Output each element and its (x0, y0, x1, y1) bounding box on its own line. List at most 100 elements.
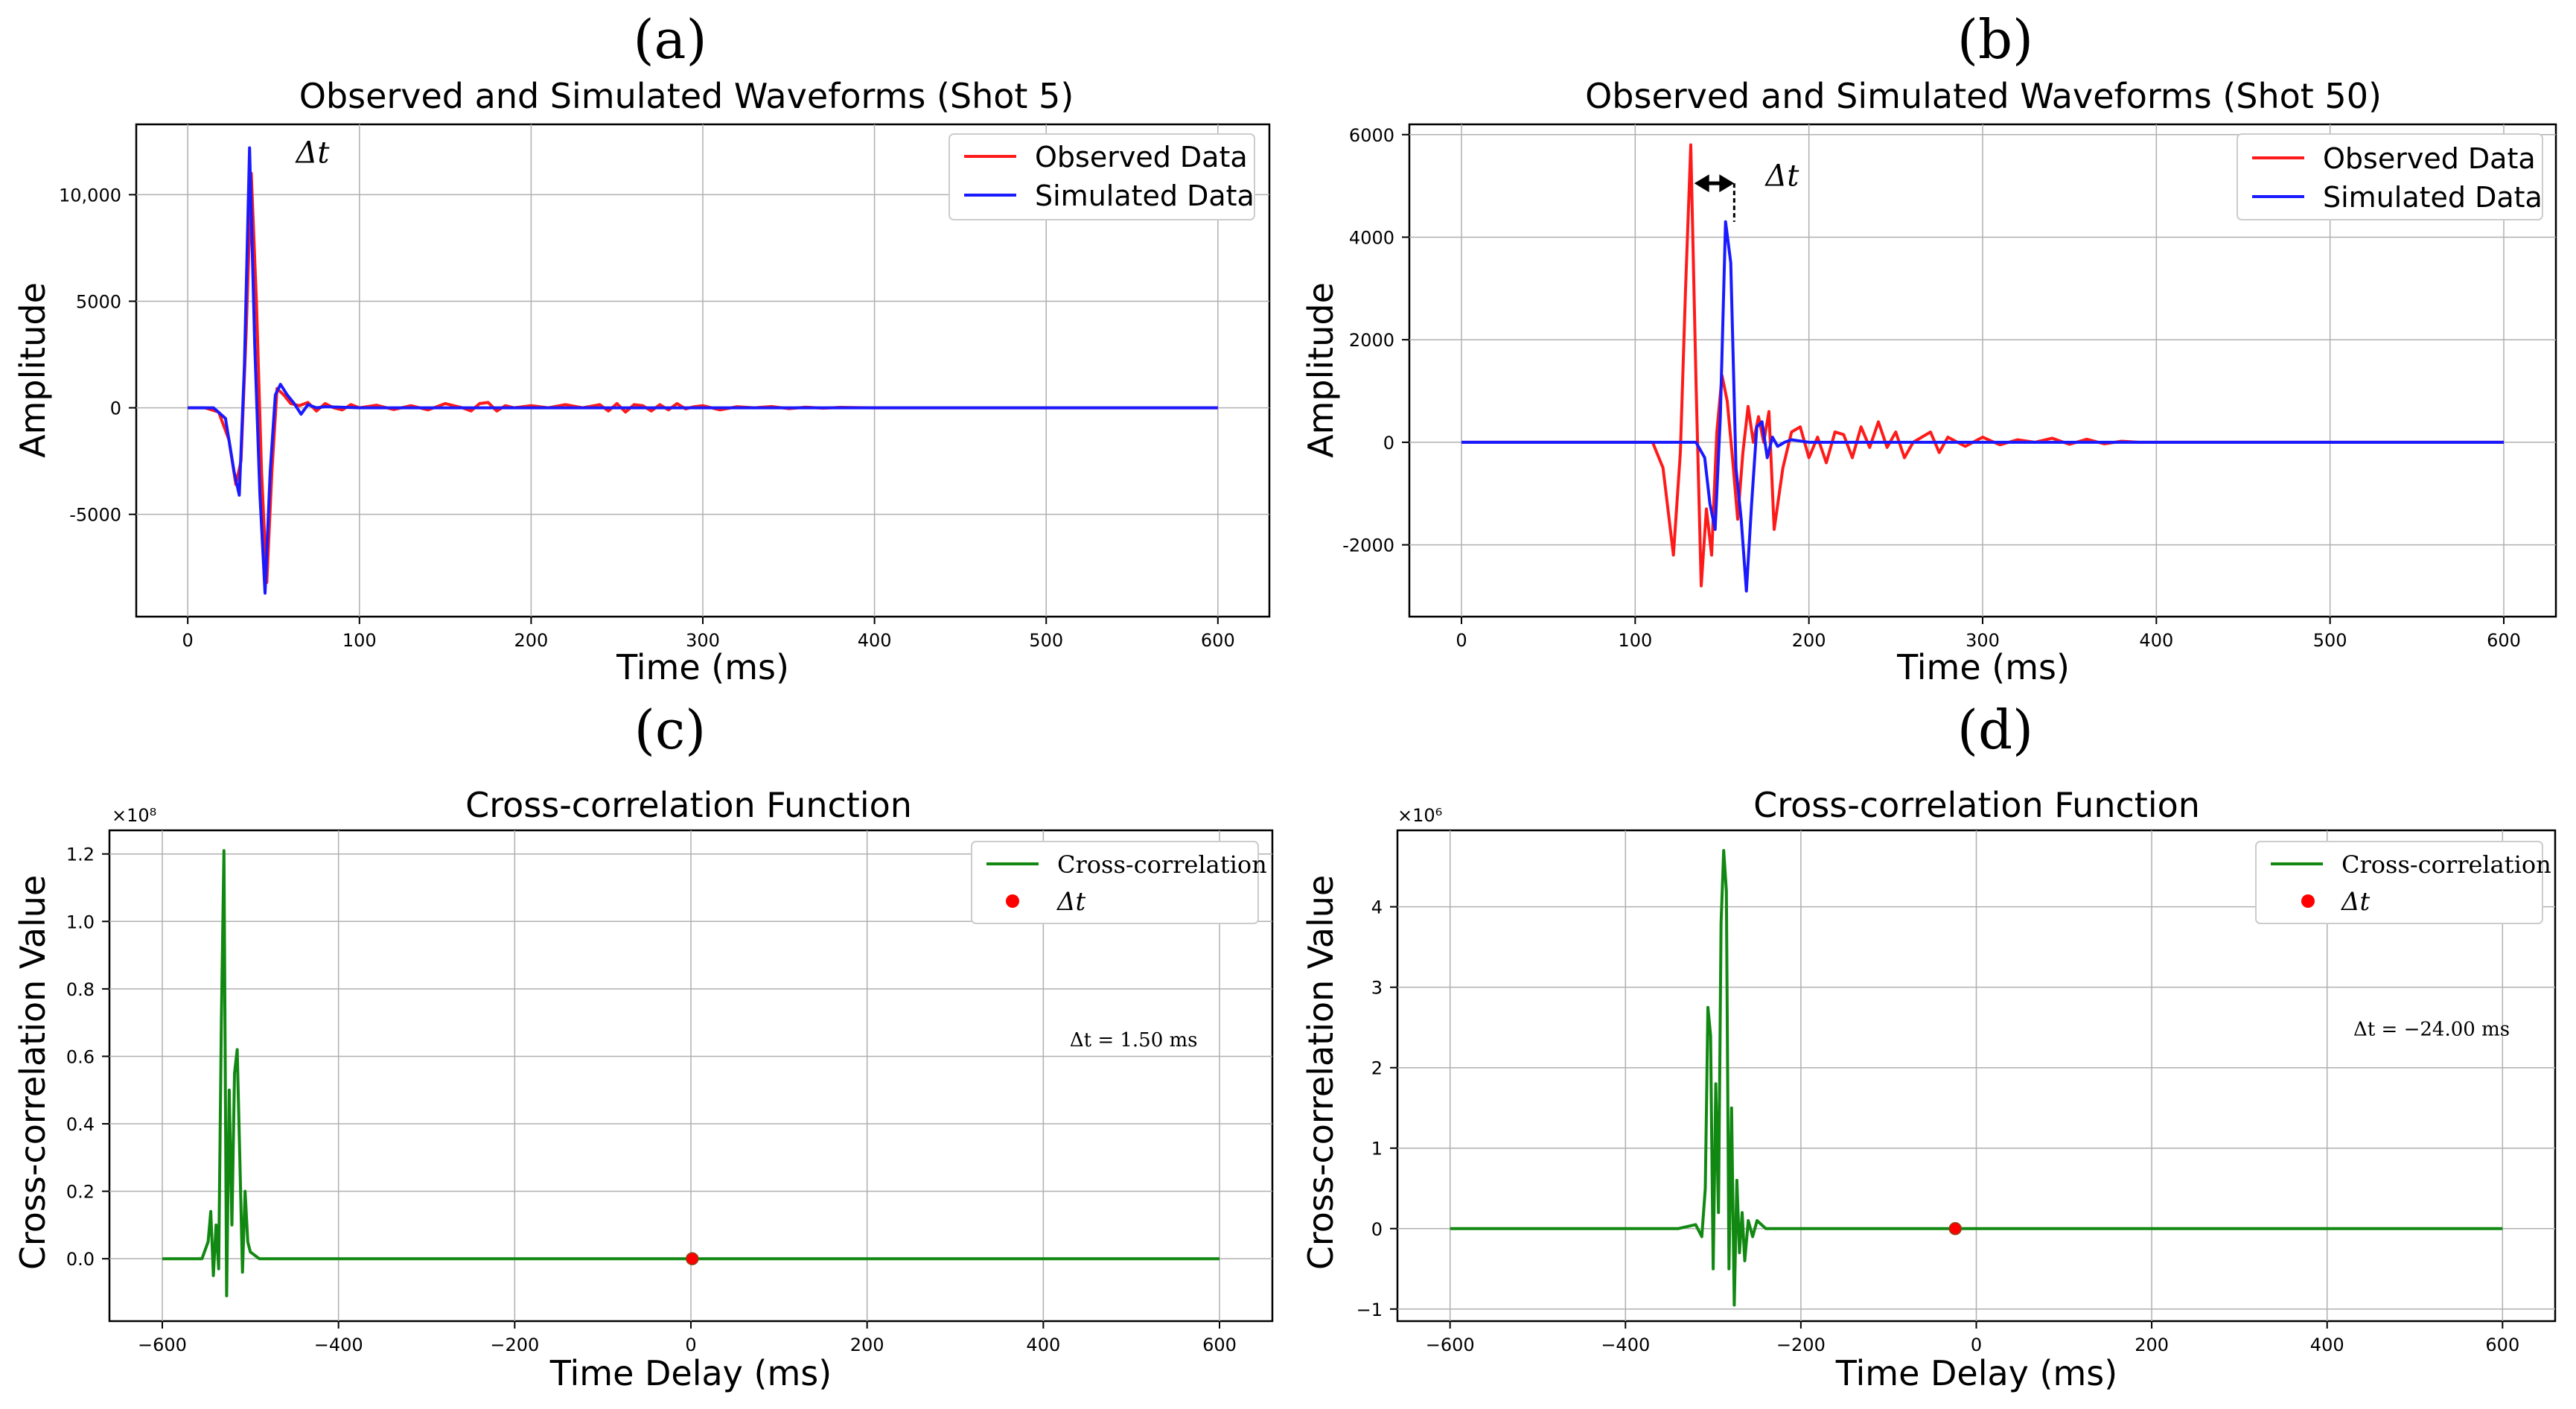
panel-d-legend-cross-correlation-label: Cross-correlation (2341, 850, 2551, 879)
x-tick-label: 400 (1026, 1335, 1060, 1355)
panel-d-x-ticks: −600 −400 −200 0 200 400 600 (1426, 1321, 2519, 1355)
panel-a-title: Observed and Simulated Waveforms (Shot 5… (299, 76, 1074, 116)
panel-c-y-ticks: 0.0 0.2 0.4 0.6 0.8 1.0 1.2 (66, 845, 109, 1270)
x-tick-label: 200 (1792, 630, 1826, 651)
panel-a-y-axis-label: Amplitude (13, 282, 53, 458)
x-tick-label: 100 (342, 630, 377, 651)
x-tick-label: −200 (1776, 1335, 1826, 1355)
panel-b-legend: Observed Data Simulated Data (2237, 133, 2543, 220)
x-tick-label: 500 (1029, 630, 1063, 651)
panel-c-series (162, 849, 1220, 1297)
x-tick-label: 400 (2310, 1335, 2344, 1355)
y-tick-label: 0.4 (66, 1114, 95, 1135)
y-tick-label: 3 (1371, 978, 1383, 999)
panel-a-y-ticks: -5000 0 5000 10,000 (59, 185, 136, 526)
x-tick-label: −600 (1426, 1335, 1475, 1355)
x-tick-label: 300 (686, 630, 720, 651)
panel-a-legend-simulated-label: Simulated Data (1035, 179, 1254, 212)
panel-d-delta-t-annotation: Δt = −24.00 ms (2353, 1018, 2510, 1040)
panel-c-legend-cross-correlation-label: Cross-correlation (1057, 850, 1267, 879)
panel-a-series (188, 146, 1218, 595)
y-tick-label: -2000 (1342, 535, 1394, 556)
x-tick-label: 0 (182, 630, 194, 651)
panel-c-title: Cross-correlation Function (465, 785, 912, 825)
y-tick-label: 2000 (1349, 330, 1394, 351)
x-tick-label: 200 (514, 630, 548, 651)
x-tick-label: 0 (1971, 1335, 1982, 1355)
y-tick-label: 1 (1371, 1139, 1383, 1160)
panel-c-label: (c) (634, 699, 707, 761)
panel-b-x-axis-label: Time (ms) (1896, 647, 2070, 687)
panel-b-legend-box (2237, 133, 2543, 220)
panel-b-x-ticks: 0 100 200 300 400 500 600 (1456, 617, 2521, 651)
y-tick-label: 4000 (1349, 227, 1394, 248)
x-tick-label: 0 (1456, 630, 1467, 651)
panel-b-title: Observed and Simulated Waveforms (Shot 5… (1585, 76, 2382, 116)
panel-d-x-axis-label: Time Delay (ms) (1835, 1353, 2117, 1393)
y-tick-label: 0 (1371, 1219, 1383, 1240)
y-tick-label: 0 (110, 398, 121, 419)
panel-a: (a) Observed and Simulated Waveforms (Sh… (13, 8, 1271, 687)
x-tick-label: 600 (1202, 1335, 1237, 1355)
x-tick-label: 0 (685, 1335, 696, 1355)
panel-d-label: (d) (1957, 699, 2033, 761)
panel-c-x-ticks: −600 −400 −200 0 200 400 600 (138, 1321, 1237, 1355)
panel-b: (b) Observed and Simulated Waveforms (Sh… (1301, 8, 2557, 687)
y-tick-label: 0.8 (66, 979, 95, 1000)
y-tick-label: 1.2 (66, 845, 95, 865)
panel-a-label: (a) (633, 8, 707, 71)
series-line-observed-data (1461, 143, 2504, 588)
x-tick-label: 300 (1966, 630, 2000, 651)
panel-d-legend-box (2255, 841, 2543, 924)
x-tick-label: 200 (2135, 1335, 2169, 1355)
panel-a-x-ticks: 0 100 200 300 400 500 600 (182, 617, 1235, 651)
panel-b-legend-simulated-label: Simulated Data (2323, 181, 2542, 214)
panel-d-scale-label: ×10⁶ (1397, 805, 1442, 826)
x-tick-label: 400 (858, 630, 892, 651)
panel-c-scale-label: ×10⁸ (112, 805, 156, 826)
panel-d: (d) Cross-correlation Function ×10⁶ −600… (1301, 699, 2557, 1393)
y-tick-label: 6000 (1349, 125, 1394, 146)
series-line-cross-correlation (162, 849, 1220, 1297)
panel-c-legend-box (971, 841, 1259, 924)
y-tick-label: -5000 (69, 505, 121, 526)
y-tick-label: 0 (1383, 433, 1394, 454)
y-tick-label: 0.0 (66, 1249, 95, 1270)
series-line-simulated-data (1461, 220, 2504, 593)
x-tick-label: 600 (1201, 630, 1235, 651)
y-tick-label: 0.6 (66, 1046, 95, 1067)
panel-b-delta-t-annotation: Δt (1764, 159, 1799, 194)
x-tick-label: −200 (490, 1335, 539, 1355)
panel-d-y-ticks: −1 0 1 2 3 4 (1356, 897, 1397, 1320)
delta-t-arrow-head-left (1694, 174, 1709, 193)
panel-c-legend: Cross-correlation Δt (971, 841, 1267, 924)
x-tick-label: 600 (2485, 1335, 2519, 1355)
panel-b-y-ticks: -2000 0 2000 4000 6000 (1342, 125, 1409, 556)
panel-b-y-axis-label: Amplitude (1301, 282, 1341, 458)
x-tick-label: −400 (314, 1335, 363, 1355)
panel-c-x-axis-label: Time Delay (ms) (549, 1353, 832, 1393)
panel-c: (c) Cross-correlation Function ×10⁸ −600… (13, 699, 1274, 1393)
y-tick-label: 5000 (76, 292, 121, 313)
y-tick-label: 10,000 (59, 185, 121, 206)
series-line-simulated-data (188, 146, 1218, 595)
x-tick-label: 500 (2313, 630, 2347, 651)
delta-t-point (686, 1252, 699, 1265)
panel-d-series (1450, 849, 2503, 1307)
panel-b-label: (b) (1957, 8, 2033, 71)
y-tick-label: 2 (1371, 1058, 1383, 1079)
panel-d-legend: Cross-correlation Δt (2255, 841, 2551, 924)
delta-t-point (1948, 1222, 1962, 1235)
panel-d-legend-delta-t-label: Δt (2340, 887, 2371, 917)
panel-c-delta-t-annotation: Δt = 1.50 ms (1070, 1029, 1198, 1052)
x-tick-label: −400 (1601, 1335, 1650, 1355)
y-tick-label: 1.0 (66, 912, 95, 932)
series-line-cross-correlation (1450, 849, 2503, 1307)
y-tick-label: 4 (1371, 897, 1383, 918)
panel-a-legend: Observed Data Simulated Data (949, 133, 1255, 220)
panel-b-delta-t-arrow (1694, 174, 1735, 222)
panel-b-series (1461, 143, 2504, 593)
x-tick-label: 400 (2139, 630, 2173, 651)
panel-a-x-axis-label: Time (ms) (616, 647, 789, 687)
